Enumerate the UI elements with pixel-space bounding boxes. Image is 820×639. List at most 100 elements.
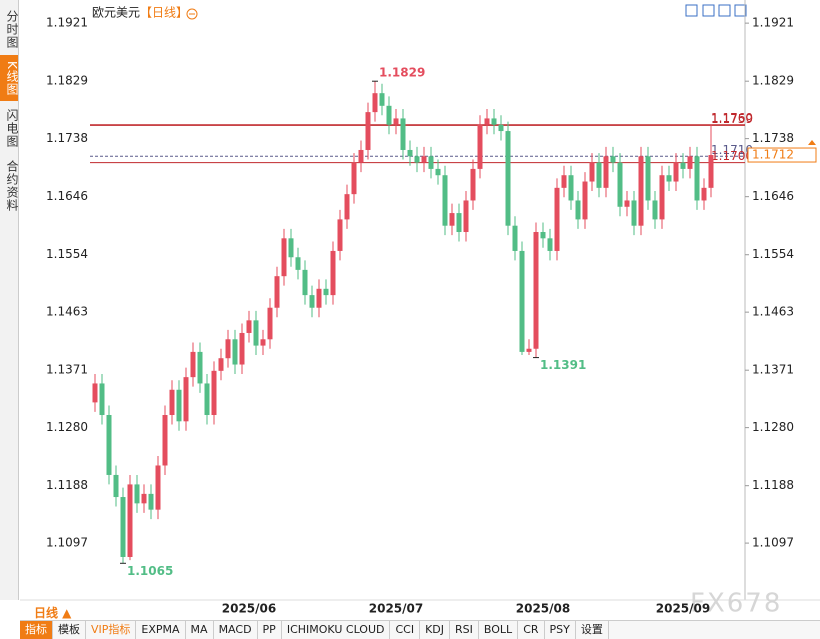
- price-tag-box: [747, 147, 817, 163]
- chart-title: 欧元美元: [92, 6, 140, 20]
- price-line-label: 1.1759: [711, 112, 753, 126]
- candle-body: [295, 257, 301, 270]
- side-tab[interactable]: 分时图: [5, 9, 19, 49]
- candle-body: [421, 156, 427, 163]
- toolbar-item[interactable]: VIP指标: [86, 621, 137, 639]
- candle-body: [246, 320, 252, 333]
- icon-zoom-in[interactable]: [702, 4, 715, 17]
- candle-body: [561, 175, 567, 188]
- candle-body: [232, 339, 238, 365]
- candle-body: [610, 156, 616, 163]
- candle-body: [519, 250, 525, 352]
- candle-body: [176, 389, 182, 422]
- candle-body: [554, 187, 560, 251]
- candle-body: [344, 194, 350, 220]
- icon-zoom-out[interactable]: [718, 4, 731, 17]
- candle-body: [687, 156, 693, 169]
- price-line-label: 1.1710: [711, 143, 753, 157]
- candle-body: [218, 358, 224, 371]
- side-tab-active[interactable]: K线图: [0, 55, 19, 101]
- toolbar-item[interactable]: RSI: [450, 621, 479, 639]
- candle-body: [120, 497, 126, 557]
- candle-body: [505, 131, 511, 226]
- toolbar-item[interactable]: PSY: [545, 621, 576, 639]
- candle-body: [155, 465, 161, 510]
- watermark: FX678: [690, 589, 782, 619]
- y-tick-label-left: 1.1188: [46, 478, 88, 492]
- toolbar-item[interactable]: 设置: [576, 621, 609, 639]
- candle-body: [449, 213, 455, 226]
- icon-move[interactable]: [685, 4, 698, 17]
- candle-body: [533, 232, 539, 349]
- price-tag-arrow: [808, 140, 816, 146]
- extreme-label: 1.1829: [379, 66, 425, 80]
- candle-body: [400, 118, 406, 150]
- y-tick-label-right: 1.1646: [752, 189, 794, 203]
- toolbar-item[interactable]: 模板: [53, 621, 86, 639]
- candle-body: [463, 200, 469, 233]
- candle-body: [708, 155, 714, 188]
- candle-body: [393, 118, 399, 125]
- y-tick-label-left: 1.1646: [46, 189, 88, 203]
- candle-body: [638, 156, 644, 226]
- y-tick-label-right: 1.1921: [752, 16, 794, 30]
- candle-body: [617, 162, 623, 207]
- toolbar-item[interactable]: 指标: [20, 621, 53, 639]
- extreme-label: 1.1391: [540, 358, 586, 372]
- candle-body: [491, 118, 497, 125]
- candle-body: [512, 225, 518, 251]
- candle-body: [470, 168, 476, 201]
- toolbar-item[interactable]: EXPMA: [136, 621, 186, 639]
- zoom-icon[interactable]: [186, 8, 198, 20]
- candle-body: [407, 149, 413, 157]
- chart-subtitle: 【日线】: [140, 6, 188, 20]
- candle-body: [211, 370, 217, 416]
- y-tick-label-left: 1.1554: [46, 247, 88, 261]
- candle-body: [435, 168, 441, 176]
- candle-body: [484, 118, 490, 125]
- candle-body: [652, 200, 658, 220]
- candle-body: [113, 474, 119, 498]
- candle-body: [477, 124, 483, 169]
- y-tick-label-left: 1.1463: [46, 305, 88, 319]
- candle-body: [162, 415, 168, 466]
- x-tick-label: 2025/06: [222, 602, 276, 616]
- candle-body: [267, 307, 273, 340]
- x-tick-label: 2025/09: [656, 602, 710, 616]
- toolbar-item[interactable]: BOLL: [479, 621, 519, 639]
- toolbar-item[interactable]: CR: [518, 621, 545, 639]
- side-tabs: 分时图 K线图 闪电图 合约资料: [0, 0, 19, 600]
- toolbar-item[interactable]: MACD: [214, 621, 258, 639]
- y-tick-label-right: 1.1463: [752, 305, 794, 319]
- toolbar-item[interactable]: MA: [186, 621, 214, 639]
- candle-body: [190, 351, 196, 378]
- y-tick-label-right: 1.1188: [752, 478, 794, 492]
- candle-body: [274, 276, 280, 308]
- x-tick-label: 2025/08: [516, 602, 570, 616]
- side-tab[interactable]: 闪电图: [5, 108, 19, 148]
- toolbar-item[interactable]: KDJ: [420, 621, 451, 639]
- candle-body: [379, 93, 385, 106]
- toolbar-item[interactable]: ICHIMOKU CLOUD: [282, 621, 391, 639]
- y-tick-label-right: 1.1554: [752, 247, 794, 261]
- period-button[interactable]: 日线 ▲: [34, 606, 72, 620]
- candle-body: [99, 383, 105, 416]
- side-tab[interactable]: 合约资料: [5, 160, 19, 212]
- candle-body: [225, 339, 231, 359]
- candle-body: [673, 162, 679, 182]
- candle-body: [498, 124, 504, 132]
- candle-body: [169, 389, 175, 416]
- toolbar-item[interactable]: PP: [258, 621, 282, 639]
- candle-body: [148, 493, 154, 510]
- candle-body: [645, 156, 651, 201]
- candle-body: [309, 295, 315, 308]
- candle-body: [456, 213, 462, 233]
- candle-body: [204, 383, 210, 416]
- y-tick-label-left: 1.1371: [46, 363, 88, 377]
- y-tick-label-left: 1.1829: [46, 74, 88, 88]
- candle-body: [330, 250, 336, 296]
- candle-body: [253, 320, 259, 346]
- toolbar-item[interactable]: CCI: [390, 621, 421, 639]
- icon-fullscreen[interactable]: [734, 4, 747, 17]
